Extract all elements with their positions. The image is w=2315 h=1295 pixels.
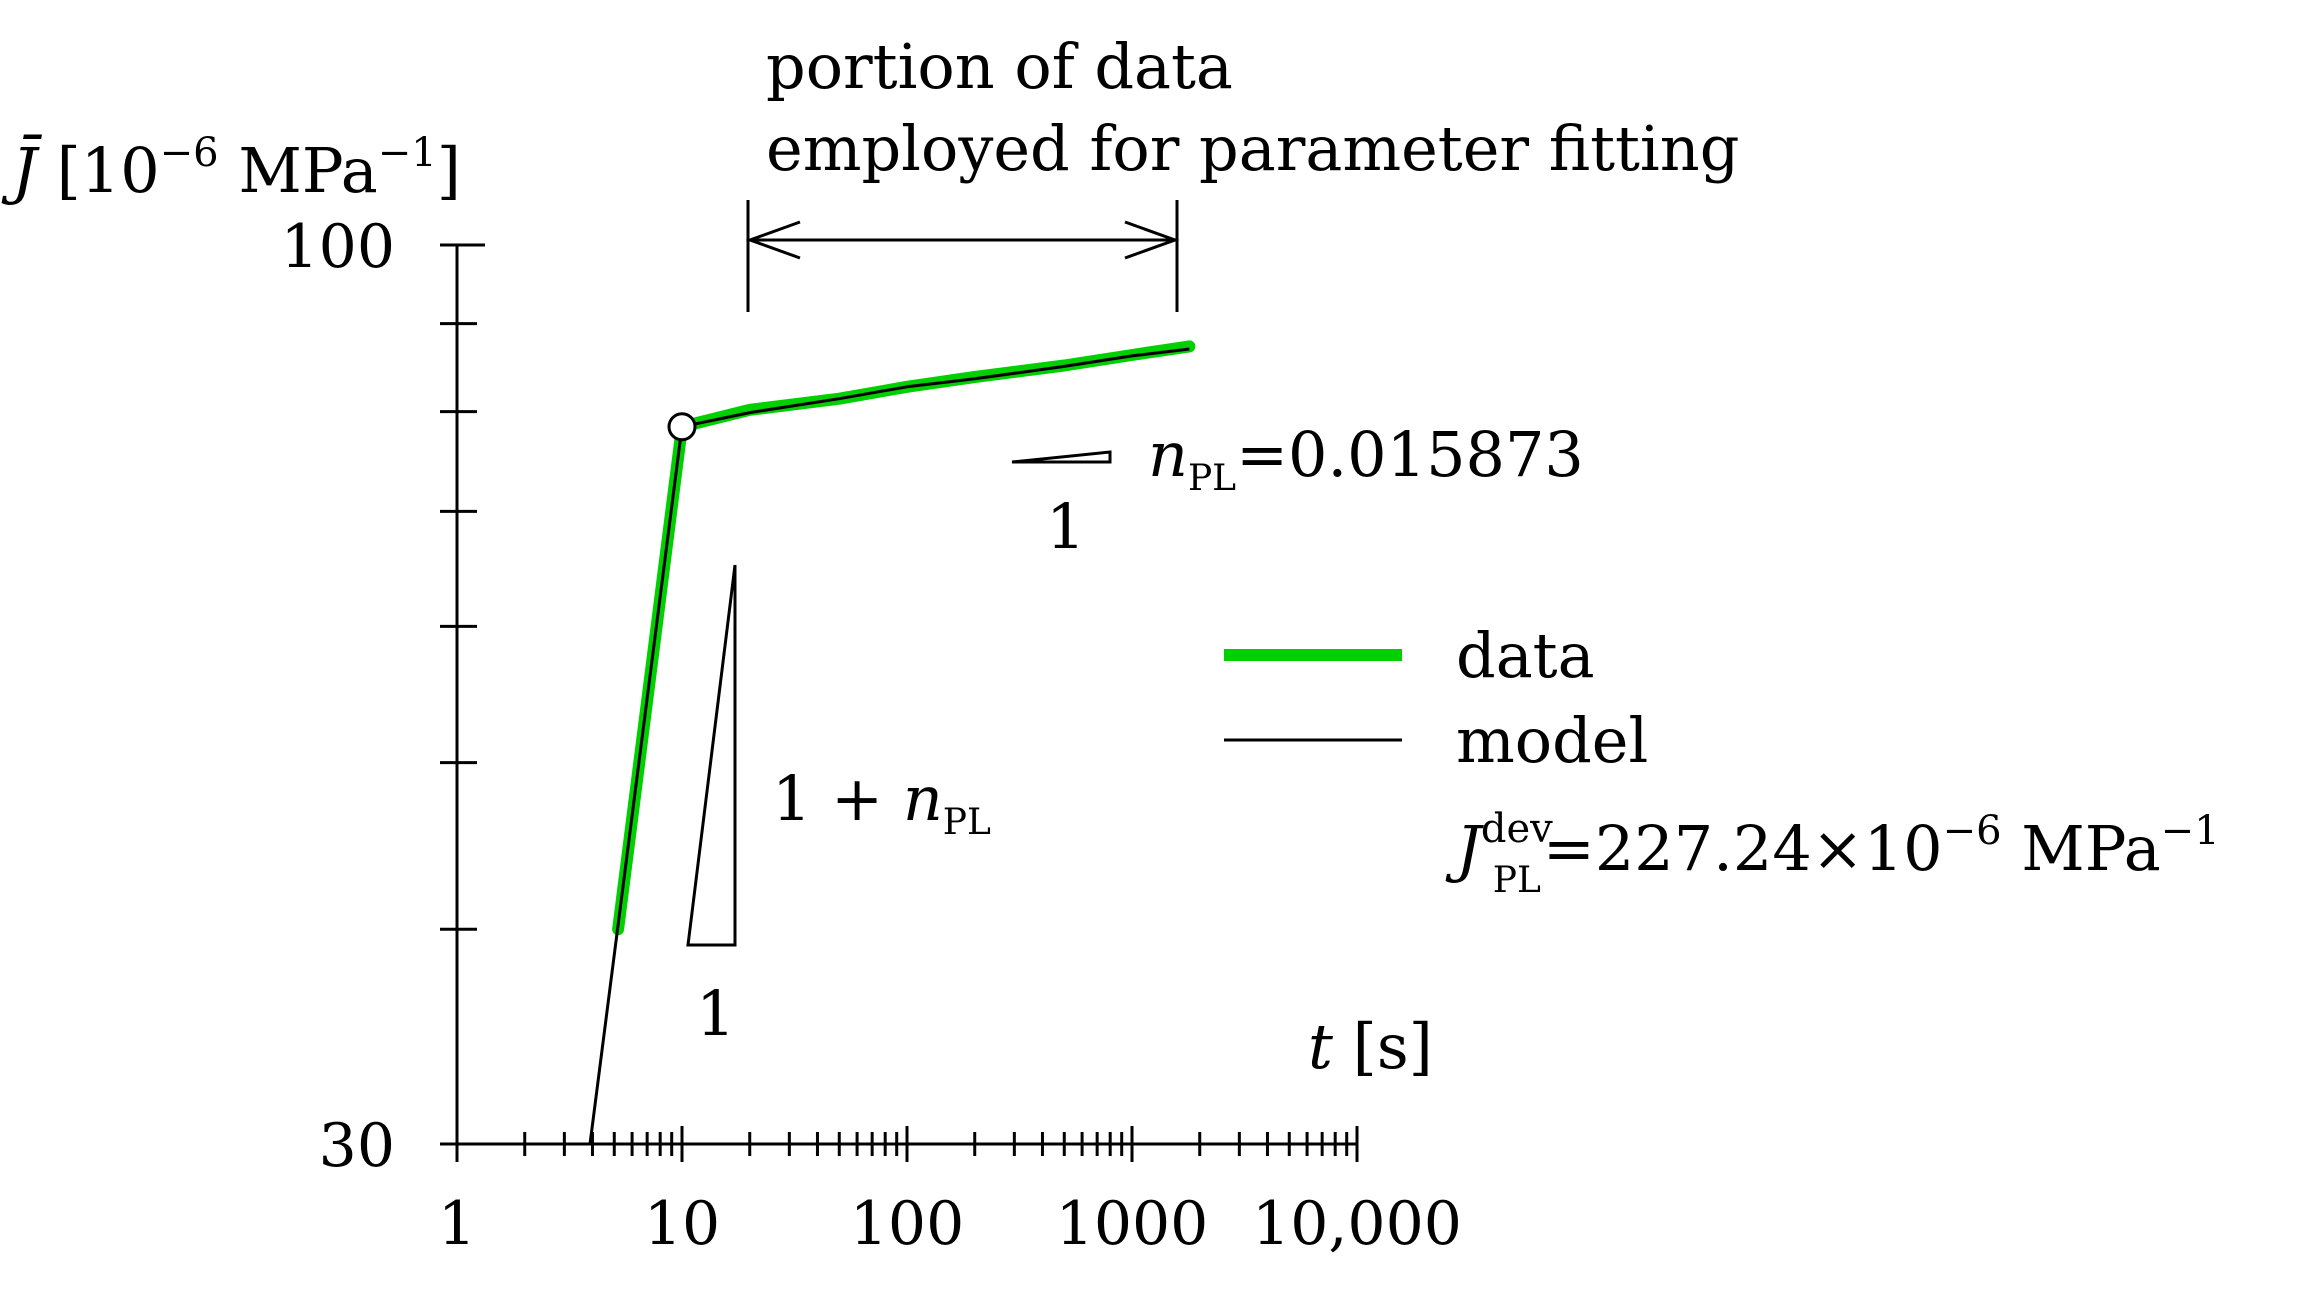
fit-range-label-line1: portion of data	[766, 30, 1233, 103]
legend-label-data: data	[1456, 619, 1595, 692]
y-tick-label: 100	[280, 212, 395, 282]
slope-triangle-large	[686, 564, 737, 947]
y-tick-label: 30	[319, 1111, 395, 1181]
legend-label-model: model	[1456, 704, 1648, 777]
y-axis-rest: [10	[37, 134, 160, 207]
j-pl-unit: MPa	[2002, 812, 2161, 885]
n-pl-value: =0.015873	[1236, 418, 1584, 491]
slope-triangle-small	[1011, 450, 1112, 464]
slope-large-label: 1 + nPL	[772, 762, 991, 843]
x-tick-label: 1000	[1056, 1189, 1209, 1259]
fit-range-arrow-head-right	[1124, 220, 1180, 260]
n-pl-annotation: nPL=0.015873	[1148, 418, 1584, 499]
j-pl-value: =227.24×10	[1543, 812, 1943, 885]
x-axis-unit: [s]	[1333, 1010, 1433, 1083]
x-axis-symbol: t	[1308, 1010, 1333, 1083]
breakpoint-marker	[667, 412, 697, 442]
series-layer	[588, 340, 1196, 1145]
y-axis-title: J̄ [10−6 MPa−1]	[1, 130, 461, 207]
y-axis-close: ]	[437, 134, 461, 207]
n-pl-subscript: PL	[1188, 458, 1236, 499]
y-axis-unit-exp: −1	[378, 130, 437, 176]
j-pl-subscript: PL	[1493, 860, 1541, 901]
x-axis-title: t [s]	[1308, 1010, 1433, 1083]
n-pl-symbol: n	[1148, 418, 1188, 491]
slope-small-base-label: 1	[1046, 490, 1085, 563]
j-pl-symbol: J	[1445, 812, 1484, 885]
axes: 1 10 100 1000 10,000 30 100	[280, 212, 1462, 1259]
slope-large-sub: PL	[943, 802, 991, 843]
fit-range-label-line2: employed for parameter fitting	[766, 112, 1739, 185]
j-pl-exp: −6	[1943, 808, 2002, 854]
fit-range-arrow-head-left	[745, 220, 801, 260]
x-tick-label: 1	[438, 1189, 476, 1259]
series-model-line	[588, 347, 1190, 1145]
series-data-line	[612, 340, 1196, 936]
slope-large-base-label: 1	[696, 977, 735, 1050]
slope-large-num: 1 +	[772, 762, 903, 835]
fit-range-arrow	[745, 200, 1180, 312]
y-axis-unit: MPa	[219, 134, 378, 207]
j-pl-superscript: dev	[1481, 806, 1553, 852]
legend: data model	[1224, 619, 1648, 777]
x-tick-label: 10,000	[1252, 1189, 1462, 1259]
slope-large-n: n	[903, 762, 943, 835]
x-tick-label: 10	[644, 1189, 720, 1259]
y-axis-exp: −6	[160, 130, 219, 176]
x-tick-label: 100	[850, 1189, 965, 1259]
j-pl-annotation: Jdev PL=227.24×10−6 MPa−1	[1445, 806, 2220, 901]
j-pl-unit-exp: −1	[2161, 808, 2220, 854]
